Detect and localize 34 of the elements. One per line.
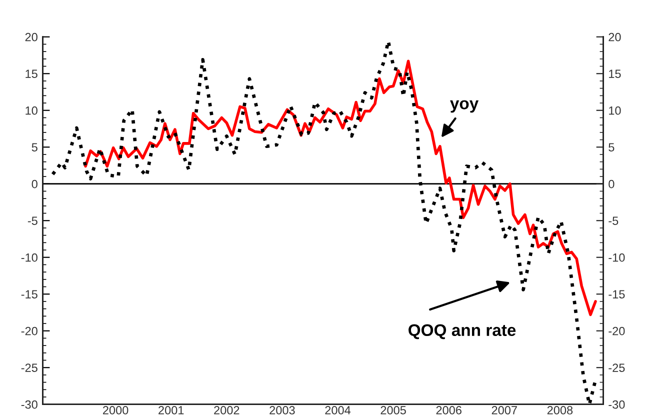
y-tick-label: 20: [25, 32, 38, 42]
y2-tick-label: 0: [608, 180, 614, 188]
x-tick-label: 2000: [103, 406, 128, 414]
annotation: QOQ ann rate: [408, 324, 516, 340]
y-tick-label: -20: [21, 326, 38, 336]
x-tick-label: 2003: [270, 406, 295, 414]
x-tick-label: 2006: [436, 406, 462, 414]
y-tick-label: 5: [32, 143, 38, 152]
y2-tick-label: -5: [608, 216, 618, 225]
x-tick-label: 2002: [214, 406, 240, 414]
x-tick-label: 2001: [158, 406, 184, 414]
line-series: [84, 60, 597, 316]
x-tick-label: 2004: [325, 406, 351, 414]
y2-tick-label: -25: [608, 364, 625, 372]
y2-tick-label: -30: [608, 400, 625, 409]
y-tick-label: -5: [28, 216, 38, 225]
y-tick-label: -10: [21, 253, 38, 262]
y-tick-label: 10: [26, 106, 38, 115]
y-tick-label: -30: [21, 400, 38, 409]
y-tick-label: -25: [21, 364, 38, 372]
y2-tick-label: 20: [608, 32, 621, 42]
y-tick-label: 15: [26, 70, 38, 78]
x-tick-label: 2008: [547, 406, 573, 414]
y-tick-label: -15: [21, 290, 38, 298]
y2-tick-label: -10: [608, 253, 625, 262]
y2-tick-label: 10: [609, 106, 621, 115]
x-tick-label: 2005: [380, 406, 406, 414]
y2-tick-label: -15: [608, 290, 625, 298]
y-tick-label: 0: [32, 180, 38, 188]
y2-tick-label: 15: [609, 70, 621, 78]
x-tick-label: 2007: [492, 406, 517, 414]
y2-tick-label: -20: [608, 326, 625, 336]
y2-tick-label: 5: [608, 143, 614, 152]
annotation: yoy: [450, 100, 479, 113]
